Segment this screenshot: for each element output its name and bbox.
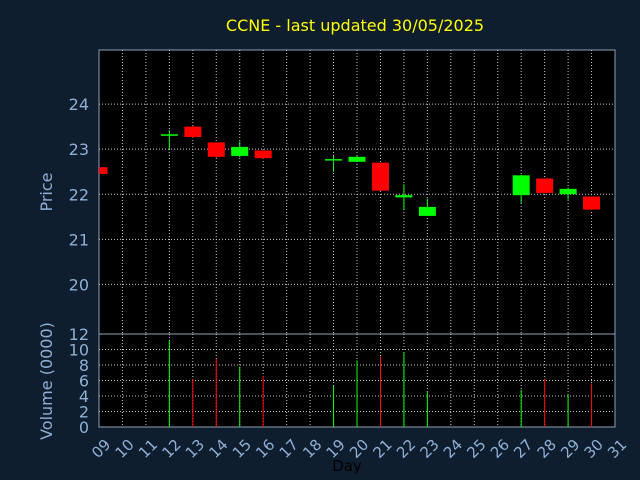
- volume-axis-label: Volume (0000): [37, 322, 56, 440]
- volume-tick-label: 8: [79, 356, 89, 375]
- x-axis-label: Day: [332, 457, 362, 475]
- candle-body: [583, 196, 601, 210]
- x-tick-label: 10: [112, 436, 138, 462]
- x-tick-label: 27: [510, 436, 536, 462]
- candle-body: [418, 206, 436, 216]
- x-tick-label: 09: [88, 436, 114, 462]
- price-tick-label: 21: [69, 230, 89, 249]
- price-tick-label: 24: [69, 95, 89, 114]
- x-tick-label: 29: [557, 436, 583, 462]
- candle-body: [184, 126, 202, 138]
- candle-body: [536, 178, 554, 193]
- x-tick-label: 14: [205, 436, 231, 462]
- x-tick-label: 23: [416, 436, 442, 462]
- x-tick-label: 12: [158, 436, 184, 462]
- candle-body: [99, 167, 108, 174]
- candle-body: [371, 162, 389, 191]
- x-tick-label: 11: [135, 436, 161, 462]
- x-tick-label: 22: [393, 436, 419, 462]
- price-tick-label: 20: [69, 275, 89, 294]
- candle-body: [160, 134, 178, 136]
- volume-tick-label: 10: [69, 341, 89, 360]
- candle-body: [559, 188, 577, 195]
- x-tick-label: 25: [463, 436, 489, 462]
- x-tick-label: 28: [534, 436, 560, 462]
- price-tick-label: 23: [69, 140, 89, 159]
- x-tick-label: 16: [252, 436, 278, 462]
- x-tick-label: 21: [370, 436, 396, 462]
- candle-body: [254, 150, 272, 159]
- price-axis-label: Price: [37, 172, 56, 211]
- x-tick-label: 15: [229, 436, 255, 462]
- x-tick-label: 26: [487, 436, 513, 462]
- x-tick-label: 18: [299, 436, 325, 462]
- x-tick-label: 31: [604, 436, 630, 462]
- volume-tick-label: 4: [79, 387, 89, 406]
- candle-body: [325, 159, 343, 161]
- volume-tick-label: 12: [69, 325, 89, 344]
- candles: [99, 125, 601, 216]
- x-tick-label: 17: [276, 436, 302, 462]
- x-tick-label: 24: [440, 436, 466, 462]
- candle-body: [395, 195, 413, 198]
- volume-tick-label: 6: [79, 372, 89, 391]
- volume-tick-label: 0: [79, 418, 89, 437]
- candle-body: [512, 175, 530, 196]
- volume-bars: [168, 340, 593, 427]
- candle-body: [231, 146, 249, 156]
- price-tick-label: 22: [69, 185, 89, 204]
- volume-tick-label: 2: [79, 403, 89, 422]
- candle-body: [207, 142, 225, 157]
- x-tick-label: 13: [182, 436, 208, 462]
- x-tick-label: 30: [581, 436, 607, 462]
- candle-body: [348, 156, 366, 162]
- price-y-ticks: 20 21 22 23 24: [69, 95, 89, 294]
- chart-title: CCNE - last updated 30/05/2025: [226, 16, 484, 35]
